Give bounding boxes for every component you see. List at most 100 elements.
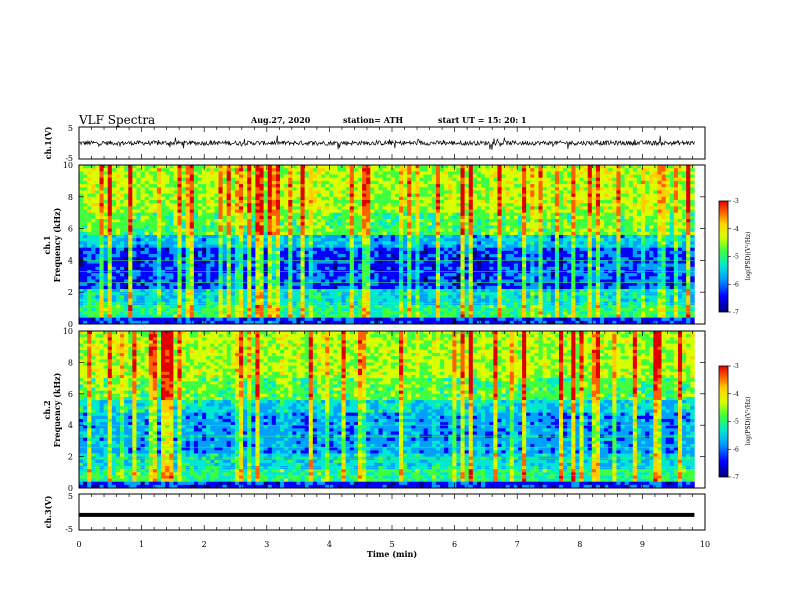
spectrogram-cell [292, 196, 297, 201]
spectrogram-cell [177, 174, 182, 179]
spectrogram-cell [115, 250, 121, 255]
spectrogram-cell [378, 196, 383, 201]
spectrogram-cell [103, 187, 109, 191]
spectrogram-cell [181, 238, 187, 242]
spectrogram-cell [669, 180, 675, 185]
spectrogram-cell [620, 241, 625, 245]
spectrogram-cell [632, 199, 638, 204]
spectrogram-cell [624, 260, 630, 264]
spectrogram-cell [591, 177, 597, 182]
spectrogram-cell [513, 247, 519, 252]
spectrogram-cell [362, 260, 367, 264]
spectrogram-cell [608, 250, 613, 255]
spectrogram-cell [210, 199, 215, 204]
spectrogram-cell [91, 193, 96, 198]
spectrogram-cell [366, 209, 371, 214]
spectrogram-cell [263, 254, 269, 258]
spectrogram-cell [140, 206, 145, 210]
spectrogram-cell [341, 193, 346, 198]
spectrogram-cell [485, 212, 490, 217]
spectrogram-cell [300, 174, 305, 179]
spectrogram-cell [374, 215, 379, 220]
spectrogram-cell [370, 206, 375, 210]
spectrogram-cell [649, 225, 654, 229]
spectrogram-cell [152, 228, 158, 233]
spectrogram-cell [550, 177, 556, 182]
spectrogram-cell [124, 247, 129, 252]
spectrogram-cell [156, 234, 162, 239]
spectrogram-cell [128, 209, 133, 214]
spectrogram-cell [513, 206, 519, 210]
spectrogram-cell [325, 260, 330, 264]
spectrogram-cell [259, 212, 264, 217]
spectrogram-cell [197, 263, 203, 268]
spectrogram-cell [230, 171, 236, 175]
spectrogram-cell [329, 184, 334, 188]
spectrogram-cell [226, 231, 232, 236]
spectrogram-cell [435, 184, 441, 188]
spectrogram-cell [419, 168, 424, 172]
spectrogram-cell [193, 199, 199, 204]
spectrogram-cell [370, 196, 375, 201]
spectrogram-cell [563, 190, 568, 194]
spectrogram-cell [591, 228, 597, 233]
spectrogram-cell [349, 244, 355, 249]
spectrogram-cell [538, 260, 543, 264]
spectrogram-cell [95, 187, 100, 191]
spectrogram-cell [300, 244, 305, 249]
spectrogram-cell [460, 187, 465, 191]
spectrogram-cell [534, 177, 539, 182]
spectrogram-cell [193, 238, 199, 242]
spectrogram-cell [669, 171, 675, 175]
spectrogram-cell [255, 196, 260, 201]
spectrogram-cell [362, 177, 367, 182]
spectrogram-cell [485, 254, 490, 258]
spectrogram-cell [357, 199, 363, 204]
spectrogram-cell [493, 228, 498, 233]
spectrogram-cell [591, 206, 597, 210]
spectrogram-cell [243, 193, 248, 198]
spectrogram-cell [214, 190, 219, 194]
spectrogram-cell [218, 209, 223, 214]
spectrogram-cell [403, 225, 408, 229]
spectrogram-cell [275, 196, 281, 201]
spectrogram-cell [587, 209, 593, 214]
spectrogram-cell [423, 184, 429, 188]
spectrogram-cell [489, 247, 494, 252]
spectrogram-cell [243, 241, 248, 245]
spectrogram-cell [132, 190, 137, 194]
spectrogram-cell [386, 212, 392, 217]
spectrogram-cell [115, 180, 121, 185]
spectrogram-cell [591, 165, 597, 169]
spectrogram-cell [124, 254, 129, 258]
spectrogram-cell [177, 225, 182, 229]
spectrogram-cell [173, 250, 178, 255]
spectrogram-cell [263, 171, 269, 175]
spectrogram-cell [83, 231, 88, 236]
spectrogram-cell [197, 225, 203, 229]
spectrogram-cell [690, 225, 695, 229]
spectrogram-cell [316, 225, 322, 229]
spectrogram-cell [202, 260, 207, 264]
spectrogram-cell [238, 180, 244, 185]
spectrogram-cell [440, 257, 445, 261]
spectrogram-cell [468, 174, 474, 179]
spectrogram-cell [349, 266, 355, 271]
spectrogram-cell [468, 199, 474, 204]
spectrogram-cell [464, 196, 470, 201]
spectrogram-cell [398, 219, 404, 223]
spectrogram-cell [156, 250, 162, 255]
spectrogram-cell [177, 244, 182, 249]
spectrogram-cell [571, 222, 576, 226]
spectrogram-cell [542, 203, 548, 207]
spectrogram-cell [255, 241, 260, 245]
spectrogram-cell [550, 225, 556, 229]
spectrogram-cell [509, 260, 515, 264]
spectrogram-cell [144, 238, 150, 242]
spectrogram-cell [234, 234, 240, 239]
spectrogram-cell [394, 241, 400, 245]
spectrogram-cell [632, 209, 638, 214]
spectrogram-cell [386, 203, 392, 207]
spectrogram-cell [645, 244, 650, 249]
spectrogram-cell [267, 209, 273, 214]
